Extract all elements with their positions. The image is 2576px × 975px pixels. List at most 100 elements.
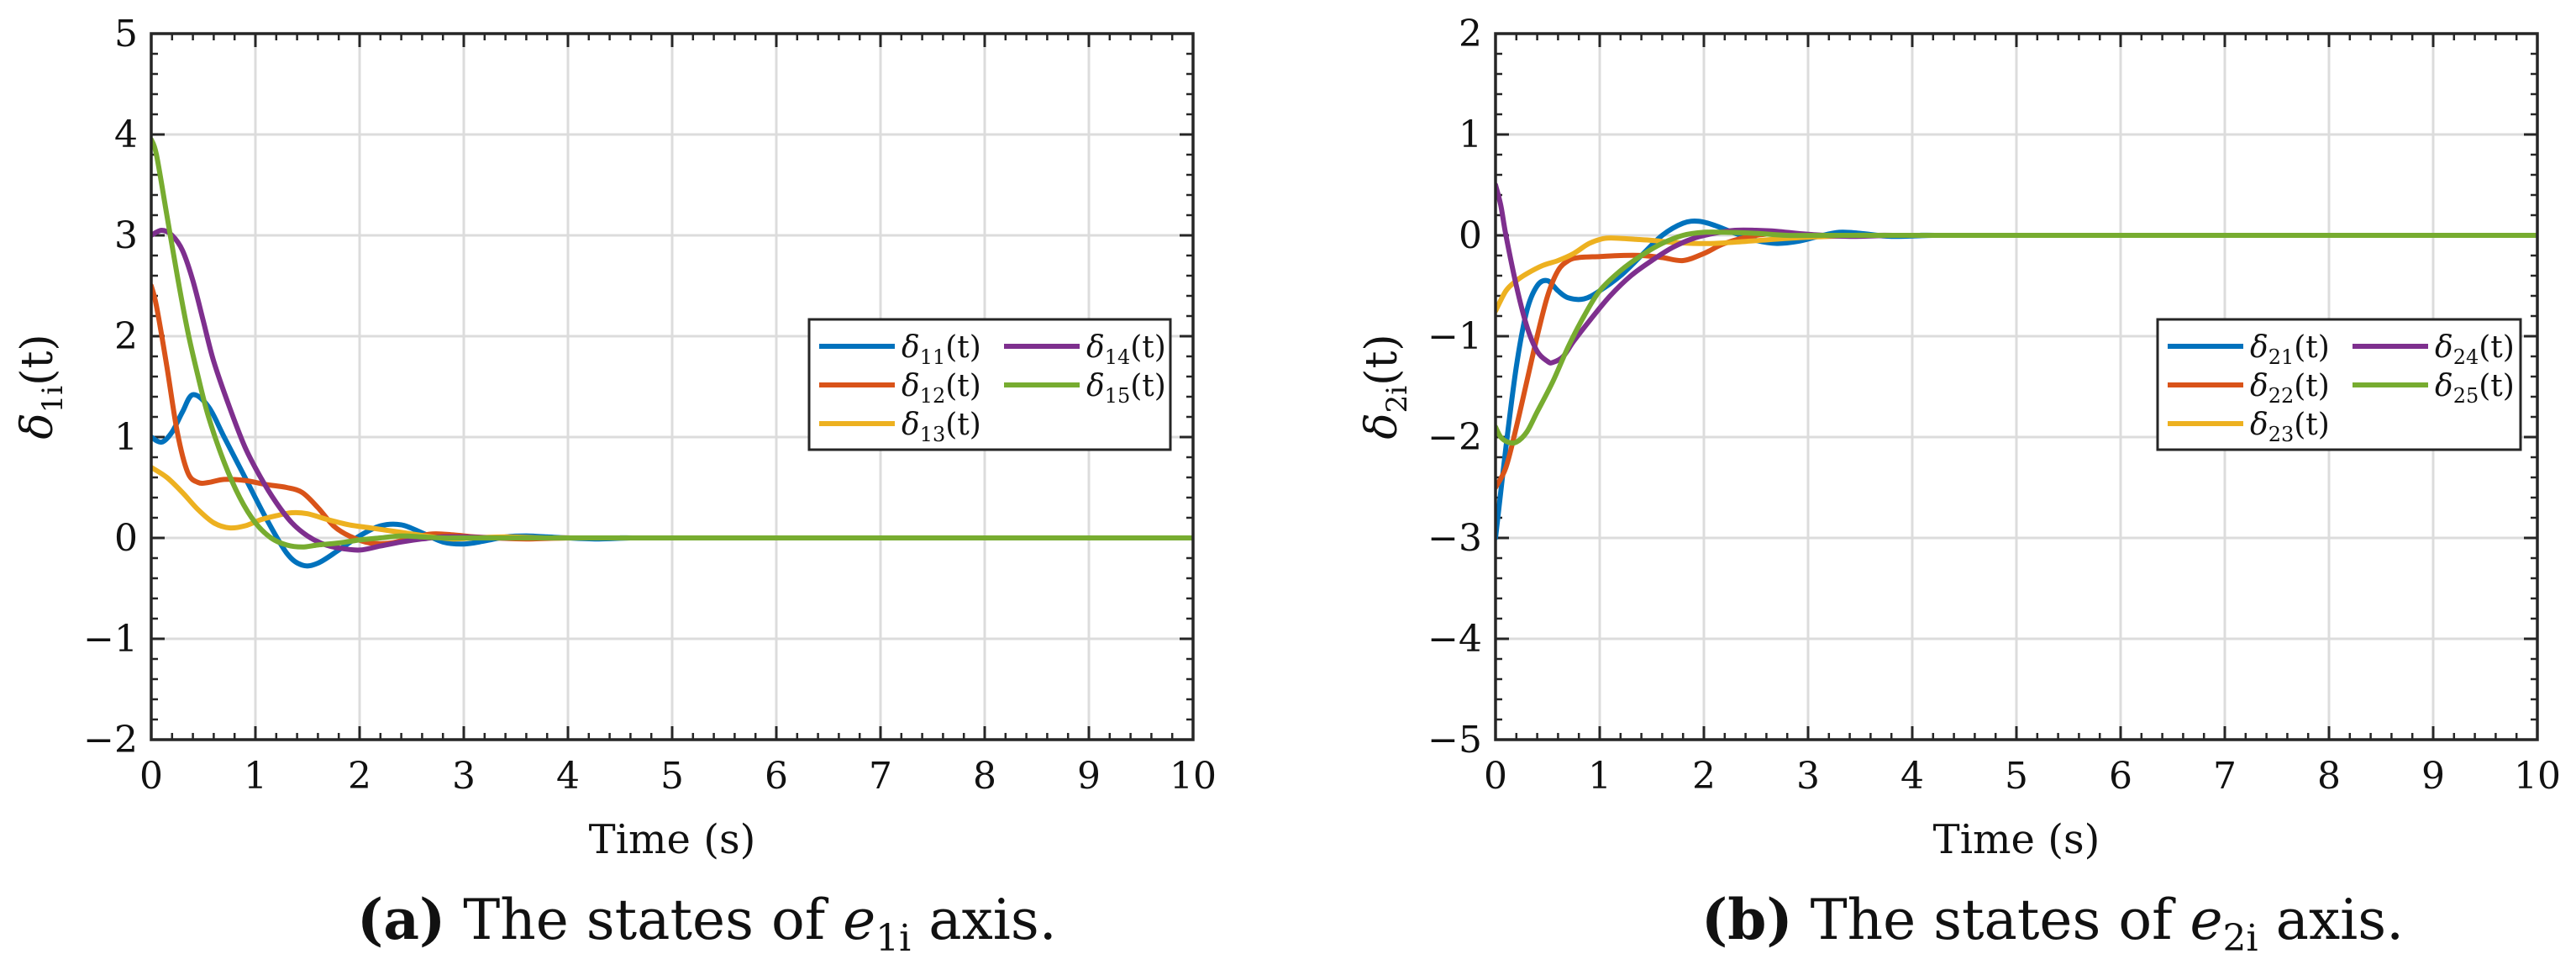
panel-b-legend-label-sub: 23 [2268, 423, 2295, 446]
panel-a-x-tick-label: 5 [660, 755, 684, 798]
panel-b-legend-label-24: δ24(t) [2435, 330, 2515, 369]
panel-a-legend-label-symbol: δ [1086, 369, 1105, 403]
panel-a-y-axis-label-sub: 1i [36, 386, 70, 414]
panel-b-y-axis-label: δ2i(t) [1357, 334, 1414, 439]
panel-b-x-tick-label: 7 [2213, 755, 2237, 798]
panel-b-x-axis-label: Time (s) [1933, 816, 2100, 863]
panel-a-y-tick-label: 3 [114, 214, 138, 257]
panel-b-legend-label-arg: (t) [2294, 369, 2330, 403]
caption-b-sub: 2i [2222, 917, 2258, 961]
panel-a-x-tick-label: 4 [556, 755, 580, 798]
panel-b-legend-label-arg: (t) [2479, 369, 2515, 403]
panel-a-y-tick-label: −1 [83, 618, 138, 661]
panel-a-legend-label-arg: (t) [945, 408, 981, 442]
panel-b-axes-box [1494, 32, 2539, 741]
panel-a-legend-label-13: δ13(t) [902, 408, 981, 446]
caption-b-suffix: axis. [2275, 888, 2405, 952]
panel-a-legend-label-arg: (t) [1130, 369, 1166, 403]
panel-b-x-tick-label: 3 [1796, 755, 1820, 798]
caption-a-text: The states of [463, 888, 826, 952]
panel-a-x-tick-label: 6 [765, 755, 788, 798]
panel-b-series-line-25 [1496, 229, 2537, 446]
panel-b-y-tick-label: −2 [1427, 416, 1482, 459]
caption-a: (a) The states of e1i axis. [357, 887, 1057, 960]
panel-b-legend-label-arg: (t) [2479, 330, 2515, 365]
panel-b-x-tick-label: 2 [1692, 755, 1716, 798]
panel-b-legend-label-23: δ23(t) [2250, 408, 2330, 446]
panel-a-y-axis-label-arg: (t) [13, 334, 63, 385]
panel-b-y-tick-label: −1 [1427, 315, 1482, 358]
panel-b-x-tick-label: 1 [1588, 755, 1611, 798]
panel-b-y-tick-label: −3 [1427, 517, 1482, 560]
caption-a-letter: (a) [357, 887, 446, 952]
caption-a-sub: 1i [875, 917, 912, 961]
panel-b-legend-label-arg: (t) [2294, 408, 2330, 442]
panel-a-y-axis-label-symbol: δ [13, 413, 63, 439]
panel-b-y-axis-label-symbol: δ [1357, 413, 1407, 439]
panel-b-y-tick-label: −5 [1427, 719, 1482, 762]
panel-b-legend-label-sub: 22 [2268, 384, 2295, 408]
panel-a-x-tick-label: 8 [973, 755, 996, 798]
panel-a-series-line-15 [151, 137, 1193, 550]
panel-b-y-axis-label-arg: (t) [1357, 334, 1407, 385]
panel-a-legend-label-arg: (t) [1130, 330, 1166, 365]
panel-a-legend-label-sub: 12 [920, 384, 946, 408]
panel-a-y-tick-label: 4 [114, 113, 138, 156]
panel-b-x-tick-label: 9 [2421, 755, 2445, 798]
panel-a-x-tick-label: 0 [139, 755, 163, 798]
panel-b-x-tick-label: 6 [2109, 755, 2132, 798]
panel-a-x-axis-label: Time (s) [589, 816, 756, 863]
panel-a-x-tick-label: 7 [869, 755, 892, 798]
panel-b-x-tick-label: 0 [1484, 755, 1507, 798]
panel-a-legend-label-arg: (t) [945, 330, 981, 365]
panel-a-y-tick-label: 0 [114, 517, 138, 560]
panel-b-legend-label-21: δ21(t) [2250, 330, 2330, 369]
panel-b-legend-label-arg: (t) [2294, 330, 2330, 365]
caption-b-letter: (b) [1701, 887, 1793, 952]
panel-b-legend-label-symbol: δ [2435, 330, 2453, 365]
panel-b-y-tick-label: 2 [1459, 13, 1482, 55]
caption-a-var: e [843, 888, 876, 952]
panel-a-x-tick-label: 2 [348, 755, 371, 798]
panel-a-x-tick-label: 10 [1170, 755, 1217, 798]
panel-a-y-tick-label: −2 [83, 719, 138, 762]
caption-b-var: e [2190, 888, 2223, 952]
panel-b-x-tick-label: 8 [2317, 755, 2341, 798]
panel-a-x-tick-label: 9 [1077, 755, 1101, 798]
panel-a-legend-label-15: δ15(t) [1086, 369, 1166, 408]
panel-a-axes-box [150, 32, 1195, 741]
panel-b-legend-label-sub: 21 [2268, 345, 2295, 369]
panel-a-x-tick-label: 1 [244, 755, 267, 798]
panel-b-legend-label-symbol: δ [2435, 369, 2453, 403]
panel-a-legend-label-sub: 15 [1105, 384, 1131, 408]
panel-b-legend-label-symbol: δ [2250, 369, 2268, 403]
panel-b-legend-label-22: δ22(t) [2250, 369, 2330, 408]
panel-a-y-tick-label: 2 [114, 315, 138, 358]
panel-a-legend-label-12: δ12(t) [902, 369, 981, 408]
panel-b-x-tick-label: 4 [1900, 755, 1924, 798]
panel-b-y-tick-label: 1 [1459, 113, 1482, 156]
panel-a-legend-label-14: δ14(t) [1086, 330, 1166, 369]
panel-a-legend-label-symbol: δ [902, 330, 920, 365]
panel-a-legend-label-sub: 14 [1105, 345, 1131, 369]
panel-b-y-tick-label: −4 [1427, 618, 1482, 661]
caption-b-text: The states of [1810, 888, 2173, 952]
panel-a-y-axis-label: δ1i(t) [13, 334, 70, 439]
panel-b-x-tick-label: 5 [2005, 755, 2028, 798]
caption-b: (b) The states of e2i axis. [1701, 887, 2405, 960]
panel-a-legend-label-11: δ11(t) [902, 330, 981, 369]
panel-b-y-axis-label-sub: 2i [1380, 386, 1414, 414]
panel-a-legend-label-sub: 13 [920, 423, 946, 446]
panel-a-legend-label-symbol: δ [902, 408, 920, 442]
panel-b-legend-label-symbol: δ [2250, 330, 2268, 365]
panel-a-y-tick-label: 1 [114, 416, 138, 459]
panel-b-x-tick-label: 10 [2514, 755, 2561, 798]
panel-b-legend-label-sub: 25 [2453, 384, 2479, 408]
panel-a-legend-label-arg: (t) [945, 369, 981, 403]
caption-a-suffix: axis. [928, 888, 1057, 952]
panel-a-legend-label-symbol: δ [902, 369, 920, 403]
panel-a-x-tick-label: 3 [452, 755, 476, 798]
